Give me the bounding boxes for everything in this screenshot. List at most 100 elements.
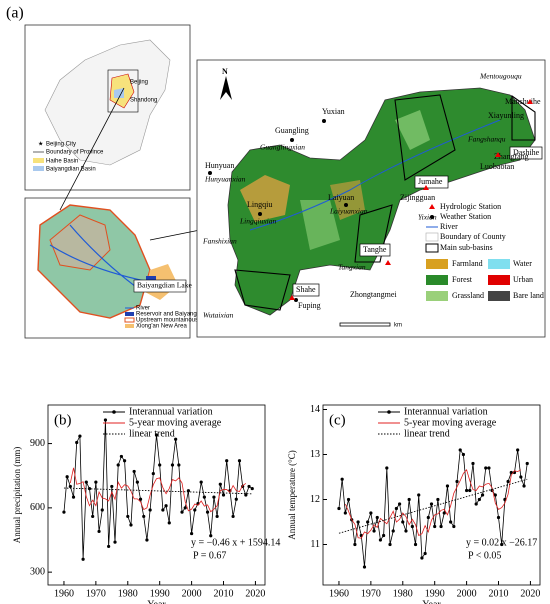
data-point	[458, 448, 462, 452]
data-point	[353, 542, 357, 547]
panel-label: (b)	[54, 412, 72, 428]
map-legend: Upstream mountainous area	[136, 318, 212, 324]
map-legend: Boundary of County	[440, 232, 506, 241]
place-label: Xiayunling	[488, 111, 524, 120]
map-legend: Baiyangdian Basin	[46, 167, 96, 173]
data-point	[394, 506, 398, 511]
data-point	[391, 529, 395, 533]
map-legend: Weather Station	[440, 212, 491, 221]
weather-station	[290, 138, 294, 142]
data-point	[116, 463, 120, 467]
connector	[149, 229, 201, 241]
data-point	[522, 484, 526, 488]
data-point	[397, 502, 402, 506]
data-point	[247, 484, 251, 489]
data-point	[452, 524, 456, 529]
x-tick-label: 2010	[489, 588, 509, 599]
legend-swatch	[33, 166, 44, 171]
data-point	[190, 531, 194, 536]
legend-swatch	[33, 158, 44, 163]
data-point	[487, 466, 491, 470]
data-point	[221, 493, 226, 497]
plot-frame	[47, 404, 266, 586]
data-point	[362, 565, 367, 569]
map-legend: River	[440, 222, 458, 231]
legend-swatch	[125, 312, 134, 316]
series-line	[69, 467, 247, 513]
data-point	[237, 459, 242, 463]
y-tick-label: 900	[30, 438, 45, 449]
data-point	[110, 484, 114, 489]
place-label: Fuping	[298, 301, 321, 310]
map-legend: Urban	[513, 275, 533, 284]
place-label: Laiyuan	[328, 193, 354, 202]
data-point	[356, 520, 360, 524]
legend-swatch	[426, 291, 448, 301]
map-legend: Haihe Basin	[46, 159, 78, 165]
map-legend: River	[136, 306, 150, 312]
legend-swatch	[488, 275, 510, 285]
x-tick-label: 1970	[361, 588, 381, 599]
data-point	[442, 511, 446, 515]
data-point	[78, 434, 82, 438]
map-legend: Main sub-basins	[440, 243, 493, 252]
data-point	[103, 418, 108, 422]
place-label: Tanghe	[363, 245, 387, 254]
data-point	[407, 497, 411, 502]
data-point	[471, 461, 475, 466]
map-legend: Boundary of Province	[46, 150, 104, 156]
data-point	[199, 480, 203, 484]
stations	[208, 99, 533, 302]
legend-swatch	[488, 291, 510, 301]
data-point	[516, 448, 520, 452]
data-point	[484, 466, 488, 470]
legend-swatch	[425, 232, 439, 242]
data-point	[205, 510, 210, 514]
farmland-patch	[240, 175, 290, 222]
upstream-area	[49, 214, 111, 271]
basin-landcover	[227, 87, 536, 316]
data-point	[346, 497, 351, 502]
place-label: Fanshixian	[202, 237, 237, 246]
north-arrow: N	[222, 67, 228, 76]
data-point	[461, 452, 466, 457]
x-tick-label: 1970	[86, 588, 106, 599]
y-tick-label: 12	[310, 494, 320, 505]
map-legend: Bare land	[513, 291, 544, 300]
data-point	[122, 459, 127, 463]
data-point	[231, 514, 235, 519]
data-point	[138, 497, 143, 501]
scale-unit: km	[394, 323, 402, 329]
map-legend: Beijing City	[46, 142, 76, 148]
data-point	[506, 479, 510, 484]
place-label: Yixian	[418, 213, 437, 222]
data-point	[180, 510, 184, 514]
x-tick-label: 1960	[54, 588, 74, 599]
label-box	[133, 279, 187, 293]
label-box	[359, 243, 391, 257]
farmland-patch	[330, 180, 365, 220]
x-axis-label: Year	[422, 599, 441, 604]
grassland-patch	[395, 110, 430, 150]
data-point	[337, 506, 341, 511]
data-point	[413, 542, 418, 547]
data-point	[382, 533, 386, 538]
data-point	[468, 488, 472, 493]
grassland-patch	[300, 200, 340, 250]
label-box	[414, 175, 449, 189]
baiyangdian-basin	[114, 88, 124, 98]
data-point	[525, 461, 529, 466]
place-label: Manshuihe	[505, 97, 541, 106]
place-label: Zhangfang	[494, 152, 529, 161]
place-label: Laiyuanxian	[329, 207, 368, 216]
legend-swatch	[125, 324, 134, 328]
data-point	[420, 556, 424, 560]
data-point	[97, 529, 101, 534]
data-point	[193, 508, 197, 512]
map-legend: Grassland	[452, 291, 484, 300]
data-point	[244, 493, 248, 497]
sub-basins	[234, 94, 536, 311]
data-point	[158, 463, 162, 467]
place-label: Lingqiuxian	[239, 217, 277, 226]
place-label: Mentougouqu	[479, 72, 522, 81]
